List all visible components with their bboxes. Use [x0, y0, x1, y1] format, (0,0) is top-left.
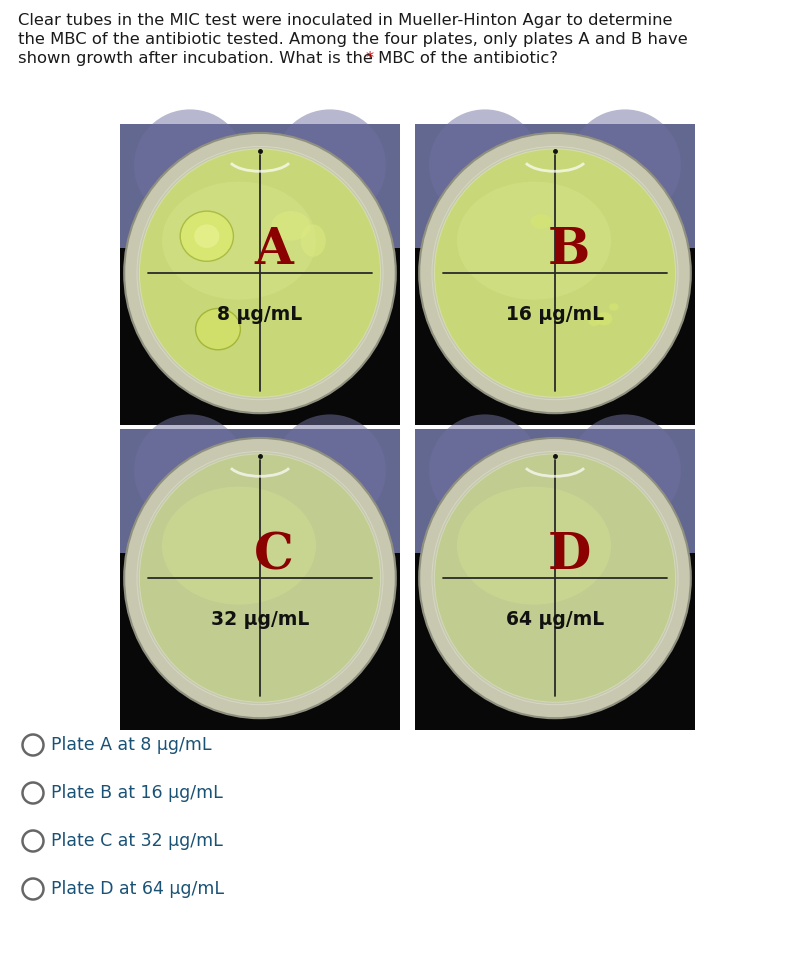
Ellipse shape	[194, 224, 219, 248]
Ellipse shape	[300, 224, 326, 257]
FancyBboxPatch shape	[415, 130, 695, 425]
Text: Plate D at 64 μg/mL: Plate D at 64 μg/mL	[51, 880, 224, 898]
Ellipse shape	[531, 214, 552, 229]
Bar	[120, 125, 400, 248]
Ellipse shape	[195, 308, 241, 350]
Ellipse shape	[589, 317, 600, 326]
Bar	[415, 429, 695, 553]
Wedge shape	[569, 109, 681, 221]
Ellipse shape	[162, 487, 316, 604]
Wedge shape	[274, 109, 386, 221]
Wedge shape	[429, 109, 541, 221]
Ellipse shape	[595, 312, 612, 326]
Text: Plate B at 16 μg/mL: Plate B at 16 μg/mL	[51, 784, 222, 802]
FancyBboxPatch shape	[120, 130, 400, 425]
Wedge shape	[134, 415, 246, 526]
Ellipse shape	[609, 304, 618, 310]
Ellipse shape	[271, 211, 310, 240]
Text: A: A	[254, 226, 293, 276]
Ellipse shape	[434, 453, 677, 703]
Ellipse shape	[162, 182, 316, 300]
FancyBboxPatch shape	[415, 435, 695, 730]
Text: *: *	[366, 51, 374, 66]
Text: shown growth after incubation. What is the MBC of the antibiotic?: shown growth after incubation. What is t…	[18, 51, 563, 66]
Ellipse shape	[457, 487, 611, 604]
Text: 64 μg/mL: 64 μg/mL	[506, 610, 604, 628]
Text: 32 μg/mL: 32 μg/mL	[211, 610, 309, 628]
Text: D: D	[548, 532, 591, 581]
Bar	[415, 125, 695, 248]
Ellipse shape	[124, 133, 396, 413]
Wedge shape	[274, 415, 386, 526]
FancyBboxPatch shape	[120, 435, 400, 730]
Ellipse shape	[419, 438, 691, 718]
Text: B: B	[548, 226, 590, 276]
Text: 8 μg/mL: 8 μg/mL	[218, 305, 303, 324]
Text: Plate C at 32 μg/mL: Plate C at 32 μg/mL	[51, 832, 222, 850]
Ellipse shape	[419, 133, 691, 413]
Ellipse shape	[124, 438, 396, 718]
Text: Clear tubes in the MIC test were inoculated in Mueller-Hinton Agar to determine: Clear tubes in the MIC test were inocula…	[18, 13, 673, 28]
Ellipse shape	[138, 148, 382, 399]
Ellipse shape	[434, 148, 677, 399]
Ellipse shape	[457, 182, 611, 300]
Bar	[120, 429, 400, 553]
Ellipse shape	[138, 453, 382, 703]
Wedge shape	[134, 109, 246, 221]
Text: Plate A at 8 μg/mL: Plate A at 8 μg/mL	[51, 736, 211, 754]
Text: the MBC of the antibiotic tested. Among the four plates, only plates A and B hav: the MBC of the antibiotic tested. Among …	[18, 32, 688, 47]
Text: 16 μg/mL: 16 μg/mL	[506, 305, 604, 324]
Ellipse shape	[180, 211, 234, 262]
Wedge shape	[569, 415, 681, 526]
Text: C: C	[254, 532, 294, 581]
Wedge shape	[429, 415, 541, 526]
